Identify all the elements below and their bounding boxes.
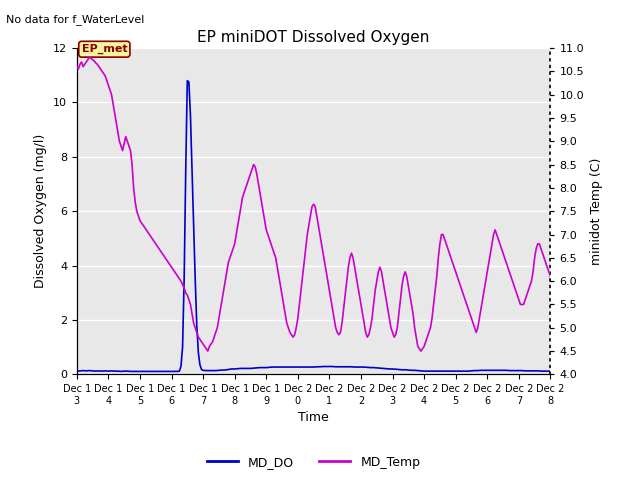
Text: EP_met: EP_met — [81, 44, 127, 54]
Legend: MD_DO, MD_Temp: MD_DO, MD_Temp — [202, 451, 426, 474]
X-axis label: Time: Time — [298, 411, 329, 424]
Y-axis label: minidot Temp (C): minidot Temp (C) — [589, 157, 603, 265]
Text: No data for f_WaterLevel: No data for f_WaterLevel — [6, 14, 145, 25]
Title: EP miniDOT Dissolved Oxygen: EP miniDOT Dissolved Oxygen — [197, 30, 430, 46]
Y-axis label: Dissolved Oxygen (mg/l): Dissolved Oxygen (mg/l) — [35, 134, 47, 288]
